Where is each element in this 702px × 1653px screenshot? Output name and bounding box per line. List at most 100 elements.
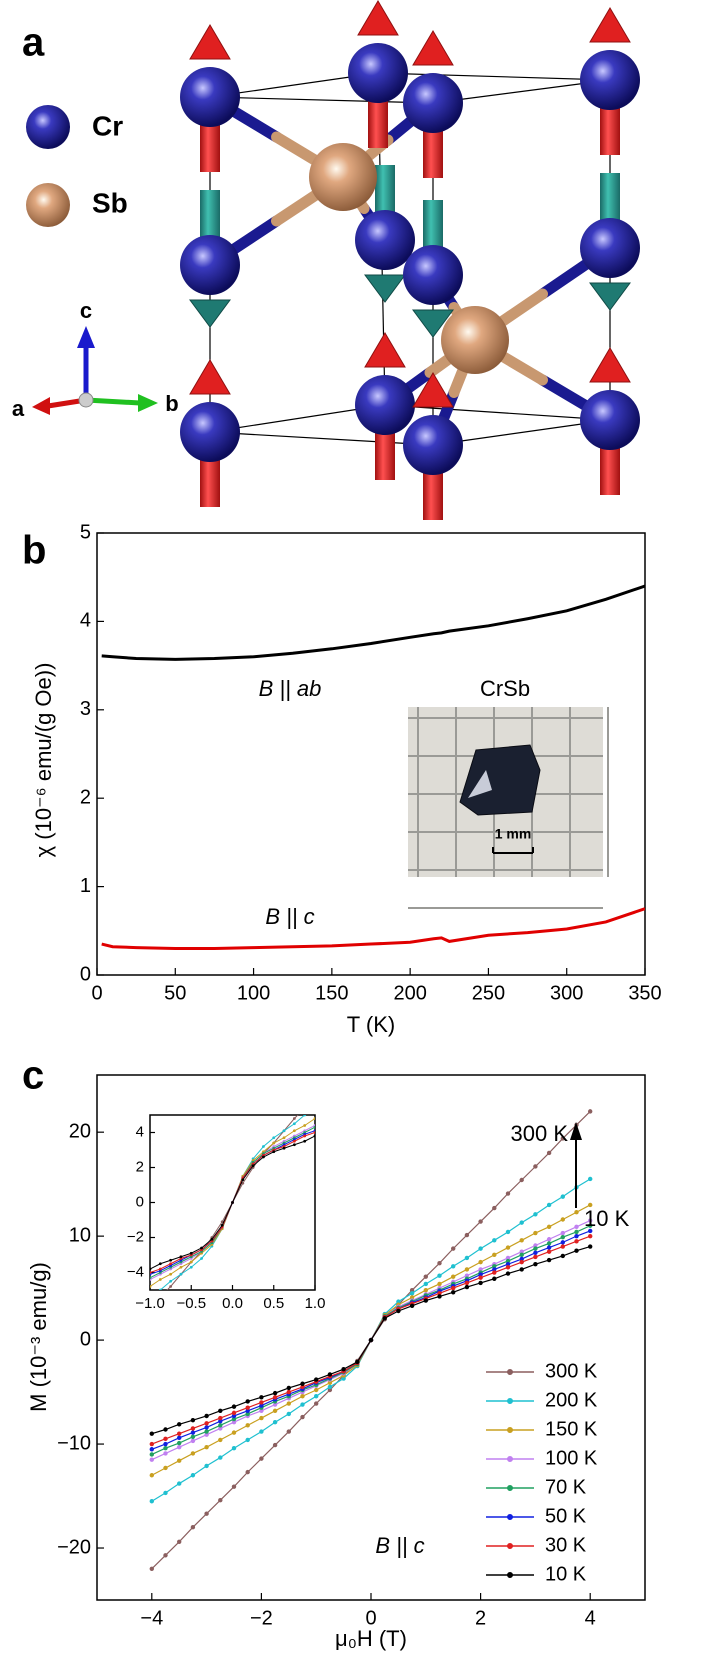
data-point <box>204 1463 209 1469</box>
data-point <box>560 1244 565 1249</box>
y-tick-label: 0 <box>136 1193 144 1210</box>
atom <box>26 105 70 149</box>
data-point <box>292 1129 296 1133</box>
y-tick-label: −10 <box>57 1432 91 1454</box>
data-point <box>519 1252 524 1258</box>
data-point <box>210 1237 214 1241</box>
spin-arrowhead <box>412 30 454 66</box>
atom <box>180 402 240 462</box>
y-tick-label: 10 <box>69 1224 91 1246</box>
y-tick-label: 0 <box>80 963 91 985</box>
data-point <box>259 1429 264 1434</box>
data-point <box>451 1264 456 1269</box>
data-point <box>492 1270 497 1275</box>
data-point <box>259 1395 264 1400</box>
data-point <box>546 1202 552 1208</box>
data-point <box>177 1539 182 1544</box>
y-tick-label: 2 <box>80 786 91 808</box>
x-tick-label: −2 <box>250 1607 273 1629</box>
data-point <box>241 1178 245 1182</box>
crystal-shine <box>468 770 492 798</box>
data-point <box>163 1465 168 1471</box>
data-point <box>245 1437 250 1443</box>
spin-arrowhead <box>589 347 631 383</box>
spin-arrowhead <box>589 282 631 311</box>
data-point <box>259 1415 264 1421</box>
data-point <box>272 1442 278 1448</box>
data-point <box>220 1220 224 1224</box>
data-point <box>149 1457 154 1462</box>
data-point <box>314 1387 319 1393</box>
data-point <box>355 1359 360 1365</box>
data-point <box>533 1262 538 1267</box>
data-point <box>158 1288 162 1290</box>
data-point <box>505 1191 511 1196</box>
data-point <box>492 1252 497 1258</box>
legend-marker <box>507 1369 513 1375</box>
data-point <box>574 1239 579 1244</box>
data-point <box>231 1410 237 1416</box>
data-point <box>272 1420 278 1425</box>
y-tick-label: 5 <box>80 521 91 543</box>
data-point <box>533 1243 538 1248</box>
data-point <box>218 1497 223 1503</box>
data-point <box>492 1238 497 1243</box>
data-point <box>200 1257 203 1260</box>
data-point <box>519 1267 524 1272</box>
data-point <box>220 1223 224 1227</box>
atom <box>580 50 640 110</box>
data-point <box>546 1150 552 1156</box>
data-point <box>303 1134 307 1138</box>
data-point <box>588 1244 593 1249</box>
spin-cylinder <box>600 440 620 495</box>
panel-label: b <box>22 529 46 573</box>
data-point <box>169 1258 173 1262</box>
data-point <box>177 1440 182 1446</box>
data-point <box>177 1435 182 1441</box>
data-point <box>478 1259 483 1265</box>
x-axis-label: T (K) <box>347 1012 395 1037</box>
data-point <box>251 1164 255 1168</box>
legend-label: Sb <box>92 187 128 218</box>
data-point <box>588 1202 593 1208</box>
data-point <box>574 1224 579 1229</box>
data-point <box>505 1245 511 1250</box>
data-point <box>300 1384 305 1390</box>
data-point <box>150 1285 152 1288</box>
annotation: 300 K <box>511 1121 569 1146</box>
data-point <box>505 1271 511 1276</box>
data-point <box>423 1298 428 1303</box>
legend-marker <box>507 1572 513 1578</box>
data-point <box>286 1401 291 1406</box>
legend-marker <box>507 1485 513 1491</box>
data-point <box>519 1238 524 1243</box>
data-point <box>177 1481 182 1486</box>
data-point <box>505 1229 511 1235</box>
data-point <box>189 1260 193 1264</box>
data-point <box>519 1256 524 1262</box>
scale-bar-label: 1 mm <box>495 826 532 842</box>
spin-arrowhead <box>364 274 406 303</box>
data-point <box>560 1217 565 1222</box>
x-tick-label: −1.0 <box>135 1295 165 1312</box>
spin-cylinder <box>423 465 443 520</box>
axis-arrow <box>85 397 141 406</box>
data-point <box>163 1451 168 1456</box>
data-point <box>396 1299 401 1304</box>
x-tick-label: −4 <box>140 1607 163 1629</box>
panel-label: a <box>22 21 45 65</box>
data-point <box>169 1285 173 1288</box>
data-point <box>163 1436 168 1442</box>
data-point <box>464 1267 470 1272</box>
atom <box>441 306 509 374</box>
data-point <box>464 1273 470 1278</box>
atom <box>403 245 463 305</box>
x-tick-label: 150 <box>315 982 348 1004</box>
data-point <box>341 1376 346 1381</box>
data-point <box>190 1438 196 1444</box>
spin-arrowhead <box>412 309 454 338</box>
data-point <box>560 1230 565 1236</box>
data-point <box>177 1458 182 1463</box>
data-point <box>560 1194 565 1199</box>
series-line <box>101 584 645 661</box>
